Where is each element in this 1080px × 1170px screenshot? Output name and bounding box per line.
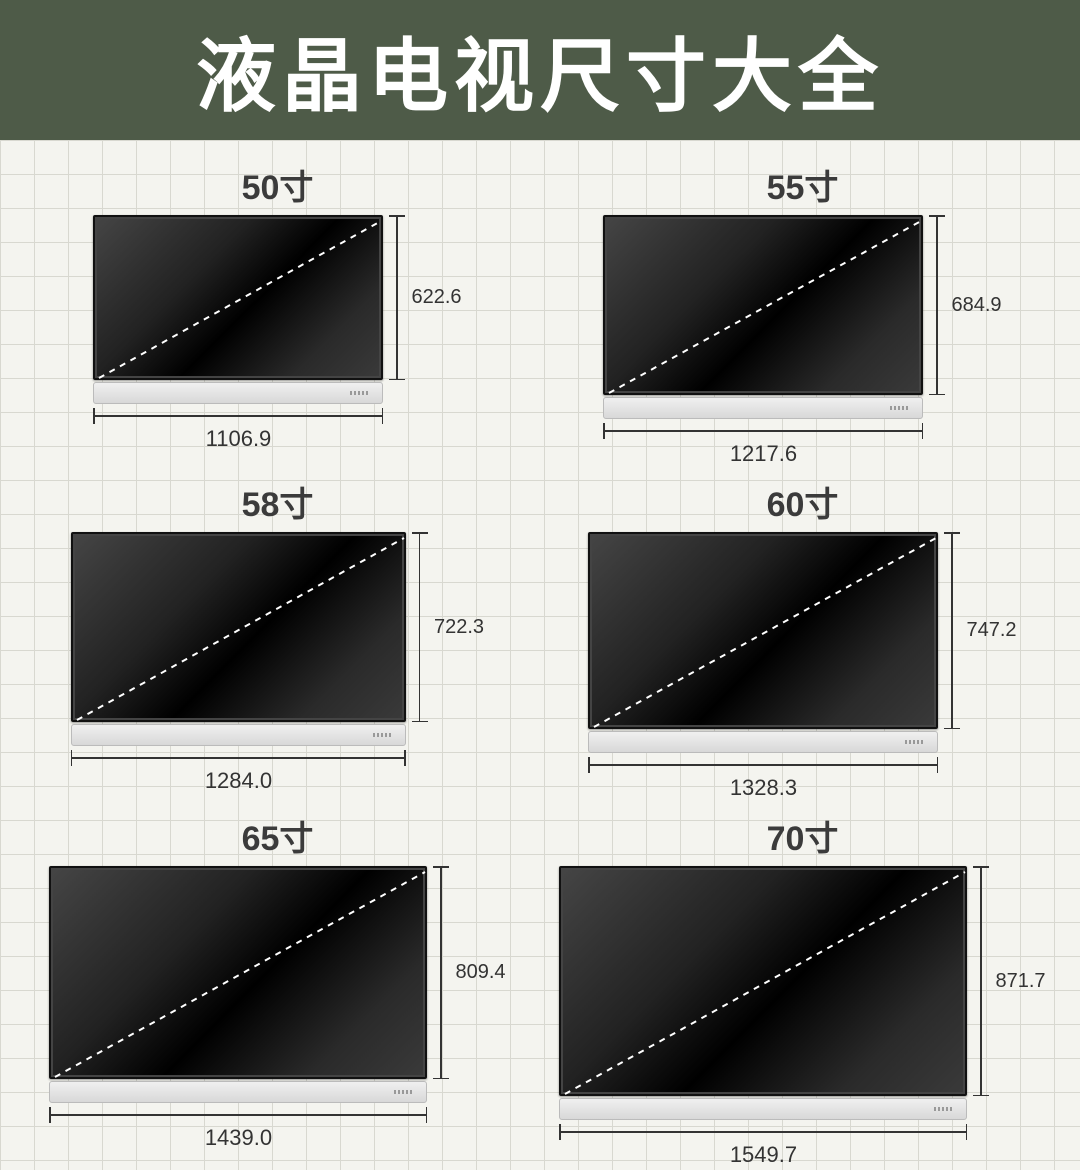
tv-size-label: 55寸 [767, 160, 839, 209]
tv-figure: 1549.7 871.7 [559, 866, 1045, 1168]
height-dimension: 809.4 [433, 866, 505, 1079]
height-dimension: 622.6 [389, 215, 461, 380]
page-title: 液晶电视尺寸大全 [0, 0, 1080, 140]
tv-cell: 50寸 1106.9 622.6 [30, 160, 525, 467]
height-dimension: 722.3 [412, 532, 484, 722]
tv-screen [71, 532, 406, 722]
width-dimension: 1439.0 [49, 1107, 427, 1151]
tv-base [93, 382, 383, 404]
height-dimension: 871.7 [973, 866, 1045, 1096]
tv-cell: 60寸 1328.3 747.2 [555, 477, 1050, 801]
width-value: 1439.0 [205, 1125, 272, 1151]
width-value: 1549.7 [730, 1142, 797, 1168]
tv-size-label: 65寸 [242, 811, 314, 860]
tv-screen [588, 532, 938, 729]
tv-base [49, 1081, 427, 1103]
tv-figure: 1106.9 622.6 [93, 215, 461, 452]
height-dimension: 684.9 [929, 215, 1001, 395]
height-value: 747.2 [966, 619, 1016, 642]
width-dimension: 1284.0 [71, 750, 406, 794]
width-value: 1106.9 [206, 426, 272, 452]
tv-base [603, 397, 923, 419]
tv-base [588, 731, 938, 753]
height-value: 871.7 [995, 970, 1045, 993]
tv-base [71, 724, 406, 746]
height-value: 622.6 [411, 286, 461, 309]
tv-screen [603, 215, 923, 395]
width-dimension: 1217.6 [603, 423, 923, 467]
tv-figure: 1439.0 809.4 [49, 866, 505, 1151]
tv-figure: 1284.0 722.3 [71, 532, 484, 794]
tv-cell: 70寸 1549.7 871.7 [555, 811, 1050, 1168]
width-value: 1328.3 [730, 775, 797, 801]
tv-grid: 50寸 1106.9 622.6 [0, 140, 1080, 1170]
width-dimension: 1328.3 [588, 757, 938, 801]
tv-size-label: 50寸 [242, 160, 314, 209]
tv-cell: 58寸 1284.0 722.3 [30, 477, 525, 801]
width-dimension: 1106.9 [93, 408, 383, 452]
tv-size-label: 60寸 [767, 477, 839, 526]
tv-size-label: 58寸 [242, 477, 314, 526]
height-value: 809.4 [455, 961, 505, 984]
tv-size-label: 70寸 [767, 811, 839, 860]
tv-base [559, 1098, 967, 1120]
height-dimension: 747.2 [944, 532, 1016, 729]
tv-figure: 1217.6 684.9 [603, 215, 1001, 467]
height-value: 684.9 [951, 294, 1001, 317]
tv-figure: 1328.3 747.2 [588, 532, 1016, 801]
tv-screen [49, 866, 427, 1079]
tv-screen [559, 866, 967, 1096]
tv-cell: 55寸 1217.6 684.9 [555, 160, 1050, 467]
width-value: 1217.6 [730, 441, 797, 467]
tv-cell: 65寸 1439.0 809.4 [30, 811, 525, 1168]
height-value: 722.3 [434, 616, 484, 639]
width-value: 1284.0 [205, 768, 272, 794]
tv-screen [93, 215, 383, 380]
width-dimension: 1549.7 [559, 1124, 967, 1168]
